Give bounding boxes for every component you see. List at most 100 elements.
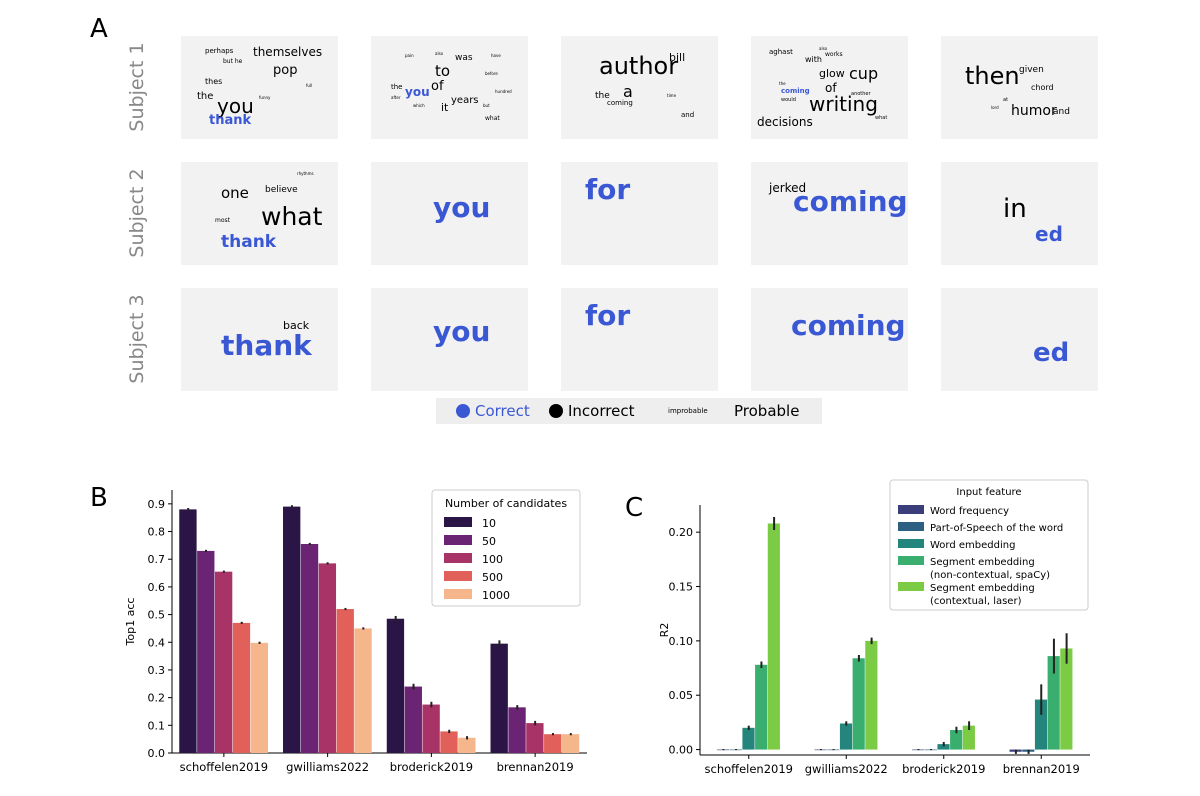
wordcloud-word: pop [273,63,298,78]
bar [526,723,544,753]
wordcloud-word: thank [209,113,252,128]
legend-label: Segment embedding [930,557,1035,568]
legend-probable-label: Probable [734,402,800,420]
y-tick-label: 0.0 [148,747,166,760]
wordcloud-word: decisions [757,115,813,129]
panel-letter-c: C [625,493,644,523]
wordcloud-word: writing [809,92,878,116]
wordcloud-word: of [431,79,444,94]
wordcloud-word: thes [205,77,223,86]
y-tick-label: 0.15 [669,581,694,594]
legend-title: Number of candidates [445,497,567,510]
bar [404,686,422,753]
legend-label: 1000 [482,589,510,602]
wordcloud-word: back [283,319,310,332]
wordcloud-word: perhaps [205,47,234,55]
wordcloud-cell: pain also was have to before of the you hundred ye… [371,36,528,139]
wordcloud-cell: aghast with works also glow cup the of coming ano… [751,36,908,139]
wordcloud-word: coming [791,309,906,342]
wordcloud-cell: ed [941,288,1098,391]
wordcloud-word: glow [819,67,845,80]
bar [852,658,865,750]
wordcloud-word: which [413,103,425,108]
bar [440,731,458,753]
x-tick-label: gwilliams2022 [805,762,888,776]
y-tick-label: 0.10 [669,635,694,648]
wordcloud-word: lord [991,105,999,110]
legend-label: Word embedding [930,540,1015,551]
wordcloud-word: before [485,71,498,76]
x-tick-label: broderick2019 [390,760,473,774]
y-tick-label: 0.5 [148,609,166,622]
wordcloud-word: but [483,103,490,108]
wordcloud-word: also [819,46,828,51]
wordcloud-word: with [805,55,822,64]
bar [742,727,755,750]
bar [490,643,508,753]
legend-swatch [444,571,472,581]
wordcloud-word: in [1003,194,1027,224]
bar [336,609,354,753]
x-tick-label: schoffelen2019 [180,760,268,774]
wordcloud-cell: rhythms one believe what most thank [181,162,338,265]
bar [561,734,580,753]
legend-label: (non-contextual, spaCy) [930,570,1050,581]
wordcloud-word: at [1003,97,1009,103]
legend-swatch [898,582,924,591]
y-tick-label: 0.6 [148,581,166,594]
y-axis-label: Top1 acc [124,598,137,647]
bar [283,506,301,753]
legend-correct-label: Correct [475,402,530,420]
x-tick-label: brennan2019 [497,760,574,774]
legend-swatch [898,556,924,565]
wordcloud-word: time [667,93,677,98]
wordcloud-word: coming [607,99,633,107]
row-label-subject-2: Subject 2 [126,168,148,258]
wordcloud-word: of [825,81,837,95]
incorrect-dot-icon [549,404,563,418]
legend-swatch [898,539,924,548]
wordcloud-word: ed [1035,222,1063,246]
legend-label: Part-of-Speech of the word [930,523,1063,534]
bar [386,618,405,753]
bar [865,640,878,750]
row-label-subject-1: Subject 1 [126,42,148,132]
wordcloud-cell: you [371,162,528,265]
y-tick-label: 0.7 [148,553,166,566]
bar [214,571,233,753]
wordcloud-word: ed [1033,338,1070,368]
wordcloud-cell: you [371,288,528,391]
wordcloud-word: themselves [253,45,323,59]
wordcloud-word: full [306,83,313,88]
wordcloud-word: to [435,62,451,80]
wordcloud-cell: author bill a the coming time and [561,36,718,139]
legend-label: Word frequency [930,506,1009,517]
legend-label: 10 [482,517,496,530]
legend-swatch [898,505,924,514]
wordcloud-cell: for [561,288,718,391]
legend-swatch [444,535,472,545]
wordcloud-word: was [455,53,473,63]
bar [300,543,319,753]
wordcloud-word: thank [221,329,312,362]
wordcloud-word: coming [793,185,908,218]
wordcloud-word: believe [265,185,298,195]
wordcloud-word: after [391,95,401,100]
legend-label: Segment embedding [930,583,1035,594]
wordcloud-word: cup [849,64,879,83]
bar [1060,648,1073,750]
bar [232,622,251,753]
wordcloud-word: you [405,85,430,99]
legend-swatch [898,522,924,531]
legend-improbable-label: improbable [668,407,708,415]
wordcloud-word: what [485,115,500,122]
wordcloud-cell: coming [751,288,908,391]
legend-label: 500 [482,571,503,584]
wordcloud-word: the [391,83,403,91]
bar [962,725,975,750]
wordcloud-word: then [965,62,1020,90]
wordcloud-word: years [451,95,479,106]
bar [1034,699,1048,750]
bar [767,523,780,750]
wordcloud-cell: for [561,162,718,265]
